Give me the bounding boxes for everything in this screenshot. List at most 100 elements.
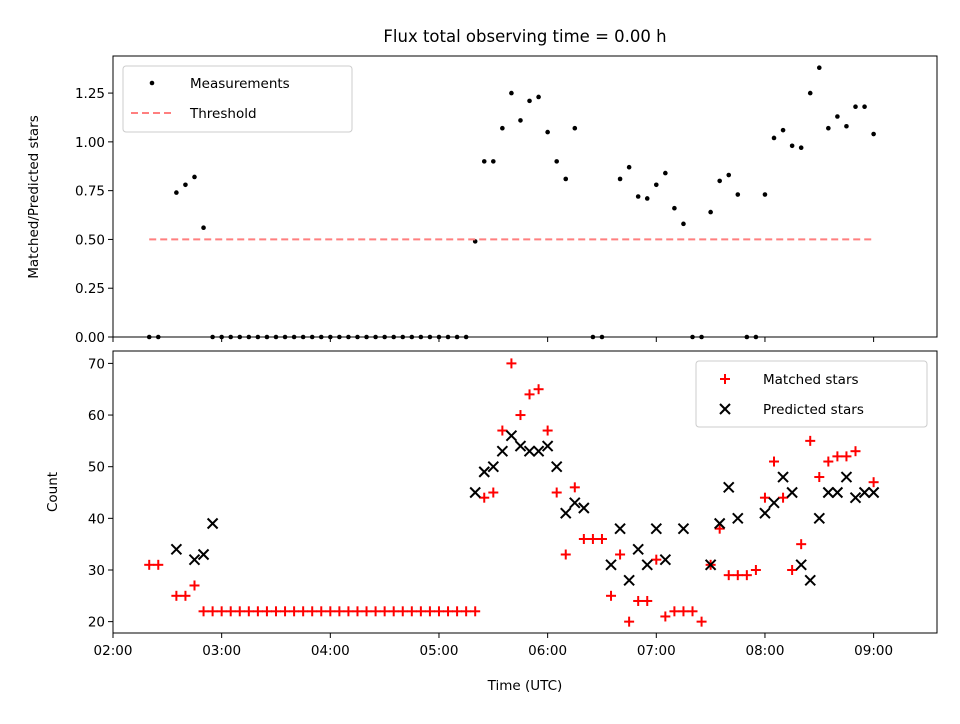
matched-stars-point [261, 606, 272, 617]
matched-stars-point [270, 606, 281, 617]
measurement-point [536, 94, 541, 100]
matched-stars-point [796, 539, 807, 550]
bottom-legend: Matched stars Predicted stars [695, 360, 928, 428]
y-tick-label: 60 [88, 408, 105, 424]
matched-stars-point [153, 559, 164, 570]
matched-stars-point [714, 523, 725, 534]
matched-stars-point [587, 534, 598, 544]
matched-stars-point [642, 595, 653, 606]
matched-stars-point [361, 606, 372, 617]
matched-stars-point [660, 611, 671, 622]
y-tick-label: 30 [88, 563, 105, 579]
predicted-stars-point [614, 522, 626, 535]
matched-stars-point [280, 606, 291, 617]
predicted-stars-point [768, 497, 780, 509]
predicted-stars-point [831, 486, 844, 499]
predicted-stars-point [867, 486, 880, 499]
measurement-point [780, 127, 786, 133]
matched-stars-point [443, 606, 454, 617]
matched-stars-point [479, 492, 490, 503]
measurement-point [518, 118, 523, 123]
matched-stars-point [741, 570, 752, 581]
chart-title: Flux total observing time = 0.00 h [383, 27, 666, 46]
measurement-point [644, 196, 650, 201]
matched-stars-point [171, 590, 182, 601]
matched-stars-point [506, 358, 517, 369]
y-tick-label: 1.25 [75, 86, 105, 102]
measurement-point [789, 143, 795, 149]
measurement-point [635, 194, 641, 199]
matched-stars-point [868, 477, 879, 488]
predicted-stars-point [541, 440, 554, 452]
predicted-stars-point [623, 574, 635, 587]
matched-stars-point [832, 451, 843, 462]
predicted-stars-point [197, 548, 210, 561]
measurement-point [672, 205, 677, 211]
bottom-panel: 20 30 40 50 60 70 02:00 03:00 04:00 05:00 06:00 07… [45, 350, 938, 694]
predicted-stars-point [550, 460, 563, 473]
bottom-legend-box [695, 360, 928, 428]
predicted-stars-point [188, 553, 201, 566]
matched-stars-point [252, 606, 263, 617]
x-tick-label: 09:00 [854, 643, 893, 659]
measurement-point [617, 176, 623, 182]
matched-stars-point [461, 606, 472, 617]
matched-stars-point [778, 492, 789, 503]
matched-stars-point [633, 595, 644, 606]
predicted-stars-point [704, 559, 717, 571]
measurement-point [554, 159, 559, 164]
measurement-point [835, 114, 840, 119]
measurement-point [798, 145, 804, 151]
predicted-stars-point [605, 559, 617, 571]
predicted-stars-point [858, 486, 871, 499]
y-tick-label: 1.00 [75, 135, 105, 151]
measurement-point [192, 174, 197, 180]
matched-stars-point [189, 580, 200, 591]
y-tick-label: 0.75 [75, 184, 105, 200]
y-tick-label: 40 [88, 511, 105, 527]
measurement-point [726, 172, 732, 178]
predicted-stars-point [505, 429, 518, 442]
measurement-point [816, 65, 822, 71]
predicted-stars-point [723, 481, 735, 494]
measurement-point [826, 125, 831, 131]
bottom-y-axis-label: Count [45, 472, 61, 512]
predicted-stars-point [496, 445, 509, 457]
matched-stars-point [723, 570, 734, 581]
measurement-point [771, 135, 777, 141]
legend-label-matched-stars: Matched stars [763, 372, 859, 388]
matched-stars-point [578, 534, 589, 544]
measurement-point [844, 123, 849, 129]
predicted-stars-point [795, 559, 807, 571]
matched-stars-point [225, 606, 236, 617]
measurement-point [481, 159, 487, 164]
matched-stars-point [759, 492, 770, 503]
measurement-point [862, 104, 867, 110]
predicted-stars-point [759, 507, 771, 519]
matched-stars-point [732, 570, 743, 581]
measurement-point [183, 182, 188, 188]
y-tick-label: 0.25 [75, 281, 105, 297]
measurement-point [762, 192, 768, 197]
predicted-stars-point [822, 486, 835, 499]
measurement-point [663, 170, 668, 176]
top-x-axis [112, 337, 875, 342]
predicted-stars-point [786, 486, 798, 499]
matched-stars-point [678, 606, 689, 617]
measurement-point [500, 125, 505, 131]
matched-stars-point [669, 606, 680, 617]
top-legend-box [122, 65, 353, 133]
matched-stars-point [651, 554, 662, 565]
matched-stars-point [298, 606, 309, 617]
matched-stars-point [307, 606, 318, 617]
predicted-stars-point [713, 517, 726, 530]
bottom-plot-content [144, 358, 880, 627]
series-matched-stars [144, 358, 879, 627]
x-tick-label: 04:00 [311, 643, 350, 659]
matched-stars-point [234, 606, 245, 617]
matched-stars-point [533, 384, 544, 395]
predicted-stars-point [813, 512, 825, 525]
matched-stars-point [198, 606, 209, 617]
matched-stars-point [596, 534, 607, 544]
predicted-stars-point [532, 445, 545, 457]
